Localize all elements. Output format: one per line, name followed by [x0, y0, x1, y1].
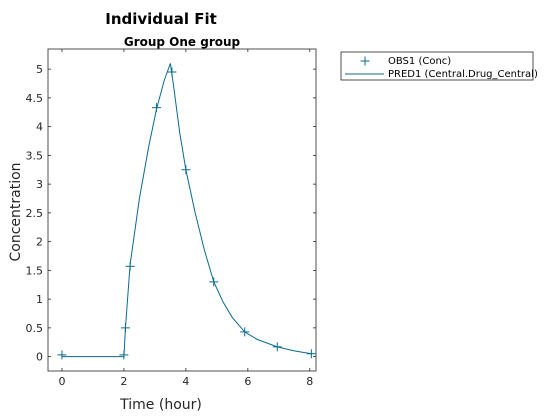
y-tick-label: 3 [36, 178, 43, 191]
legend-box [340, 51, 534, 81]
y-tick-label: 2 [36, 236, 43, 249]
legend-label-pred1: PRED1 (Central.Drug_Central) [388, 69, 538, 80]
legend: OBS1 (Conc) PRED1 (Central.Drug_Central) [340, 51, 538, 81]
y-tick-label: 0.5 [26, 322, 44, 335]
legend-plus-marker [360, 56, 370, 66]
data-point-obs1 [119, 350, 129, 360]
y-tick-label: 2.5 [26, 207, 44, 220]
data-point-obs1 [306, 349, 316, 359]
data-point-obs1 [120, 323, 130, 333]
x-axis-label: Time (hour) [119, 397, 202, 413]
y-tick-label: 4 [36, 121, 43, 134]
data-point-obs1 [57, 350, 67, 360]
y-tick-label: 4.5 [26, 92, 44, 105]
y-axis: 0 0.5 1 1.5 2 2.5 3 3.5 4 4.5 5 [26, 63, 316, 364]
series-line-pred1 [61, 63, 312, 358]
y-tick-label: 1 [36, 293, 43, 306]
y-tick-label: 5 [36, 63, 43, 76]
x-tick-label: 6 [244, 375, 251, 388]
plot-area [47, 48, 317, 372]
y-tick-label: 3.5 [26, 149, 44, 162]
data-point-obs1 [151, 103, 161, 113]
data-point-obs1 [209, 277, 219, 287]
chart-title: Individual Fit [105, 10, 217, 28]
data-point-obs1 [272, 342, 282, 352]
x-tick-label: 0 [58, 375, 65, 388]
data-point-obs1 [181, 165, 191, 175]
x-tick-label: 2 [120, 375, 127, 388]
legend-marker-obs1 [360, 56, 370, 66]
legend-label-obs1: OBS1 (Conc) [388, 56, 451, 67]
data-point-obs1 [240, 327, 250, 337]
y-axis-label: Concentration [8, 162, 24, 261]
y-tick-label: 0 [36, 351, 43, 364]
x-tick-label: 4 [182, 375, 189, 388]
data-point-obs1 [167, 67, 177, 77]
plot-series [57, 63, 316, 360]
y-tick-label: 1.5 [26, 264, 44, 277]
chart-subtitle: Group One group [124, 35, 241, 49]
x-axis: 0 2 4 6 8 [58, 49, 313, 388]
x-tick-label: 8 [306, 375, 313, 388]
data-point-obs1 [125, 261, 135, 271]
